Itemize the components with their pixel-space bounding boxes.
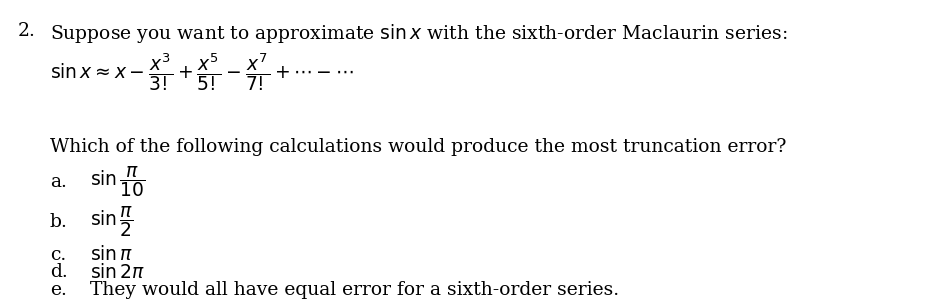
Text: e.: e.	[50, 281, 67, 299]
Text: $\mathrm{sin}\,x \approx x - \dfrac{x^3}{3!} + \dfrac{x^5}{5!} - \dfrac{x^7}{7!}: $\mathrm{sin}\,x \approx x - \dfrac{x^3}…	[50, 51, 354, 93]
Text: b.: b.	[50, 213, 68, 231]
Text: They would all have equal error for a sixth-order series.: They would all have equal error for a si…	[90, 281, 619, 299]
Text: c.: c.	[50, 246, 66, 264]
Text: Which of the following calculations would produce the most truncation error?: Which of the following calculations woul…	[50, 138, 786, 156]
Text: $\mathrm{sin}\,\pi$: $\mathrm{sin}\,\pi$	[90, 245, 133, 265]
Text: $\mathrm{sin}\,\dfrac{\pi}{2}$: $\mathrm{sin}\,\dfrac{\pi}{2}$	[90, 205, 134, 239]
Text: a.: a.	[50, 173, 67, 191]
Text: $\mathrm{sin}\,2\pi$: $\mathrm{sin}\,2\pi$	[90, 262, 145, 282]
Text: $\mathrm{sin}\,\dfrac{\pi}{10}$: $\mathrm{sin}\,\dfrac{\pi}{10}$	[90, 164, 145, 199]
Text: Suppose you want to approximate $\mathrm{sin}\,x$ with the sixth-order Maclaurin: Suppose you want to approximate $\mathrm…	[50, 22, 787, 45]
Text: 2.: 2.	[18, 22, 36, 40]
Text: d.: d.	[50, 263, 68, 281]
